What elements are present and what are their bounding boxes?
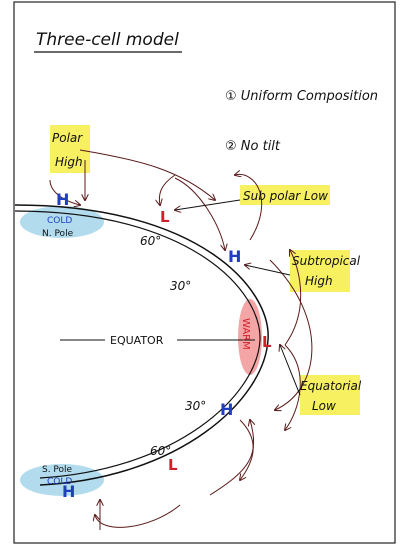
latitude: 60° <box>140 234 161 248</box>
label: Subtropical <box>292 254 361 268</box>
note: ② No tilt <box>225 139 281 154</box>
high-symbol: H <box>56 190 69 209</box>
note: ① Uniform Composition <box>225 89 378 104</box>
arrow <box>285 345 300 430</box>
label: High <box>305 274 333 288</box>
latitude: 30° <box>185 399 206 413</box>
high-symbol: H <box>220 400 233 419</box>
arrow <box>95 505 180 527</box>
label: High <box>55 155 83 169</box>
high-symbol: H <box>228 247 241 266</box>
label: COLD <box>47 216 72 226</box>
arrow <box>210 420 254 495</box>
diagram: Three-cell model ① Uniform Composition ②… <box>0 0 412 545</box>
low-symbol: L <box>262 333 272 351</box>
title: Three-cell model <box>36 30 179 50</box>
low-symbol: L <box>168 456 178 474</box>
low-symbol: L <box>160 208 170 226</box>
label: EQUATOR <box>110 334 164 347</box>
label: Polar <box>52 131 83 145</box>
latitude: 30° <box>170 279 191 293</box>
label: Low <box>312 399 336 413</box>
label: WARM <box>240 318 251 350</box>
label: N. Pole <box>42 229 74 239</box>
label: Sub polar Low <box>243 189 328 203</box>
high-symbol: H <box>62 482 75 501</box>
arrow <box>235 174 262 240</box>
label: S. Pole <box>42 465 73 475</box>
label: Equatorial <box>300 379 362 393</box>
arrow <box>159 175 175 205</box>
pointer <box>245 265 290 275</box>
pointer <box>280 345 300 395</box>
